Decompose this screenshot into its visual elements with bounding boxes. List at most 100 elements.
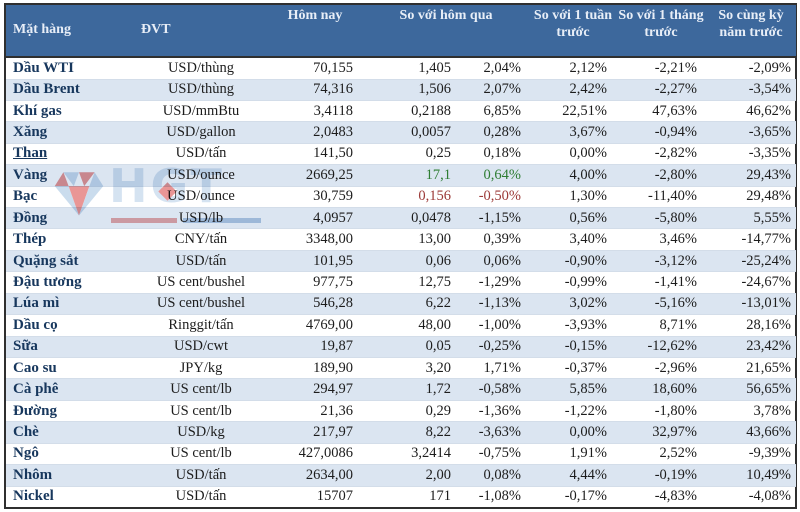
change-week-percent: 3,02%	[530, 292, 617, 315]
price-today: 3348,00	[268, 228, 362, 251]
change-year-percent: -4,08%	[706, 485, 797, 507]
table-row: Cà phê US cent/lb 294,97 1,72 -0,58% 5,8…	[6, 378, 797, 401]
change-month-percent: 18,60%	[616, 378, 707, 401]
commodity-name: Nickel	[6, 485, 134, 507]
change-month-percent: -2,27%	[616, 78, 707, 101]
table-row: Nickel USD/tấn 15707 171 -1,08% -0,17% -…	[6, 485, 797, 507]
change-year-percent: -25,24%	[706, 249, 797, 272]
change-absolute: 17,1	[362, 164, 460, 187]
change-year-percent: -24,67%	[706, 271, 797, 294]
change-percent: 2,07%	[460, 78, 531, 101]
change-absolute: 6,22	[362, 292, 460, 315]
change-month-percent: -0,19%	[616, 464, 707, 487]
commodity-unit: US cent/bushel	[134, 292, 268, 315]
commodity-unit: USD/tấn	[134, 464, 268, 487]
table-row: Lúa mì US cent/bushel 546,28 6,22 -1,13%…	[6, 292, 797, 315]
change-absolute: 0,0057	[362, 121, 460, 144]
commodity-unit: USD/mmBtu	[134, 99, 268, 122]
commodity-unit: USD/tấn	[134, 485, 268, 507]
change-absolute: 8,22	[362, 421, 460, 444]
change-week-percent: -0,99%	[530, 271, 617, 294]
change-percent: -1,13%	[460, 292, 531, 315]
table-row: Cao su JPY/kg 189,90 3,20 1,71% -0,37% -…	[6, 356, 797, 379]
commodity-name: Dầu cọ	[6, 314, 134, 337]
change-year-percent: -14,77%	[706, 228, 797, 251]
change-year-percent: -3,35%	[706, 142, 797, 165]
table-row: Xăng USD/gallon 2,0483 0,0057 0,28% 3,67…	[6, 121, 797, 144]
change-absolute: 0,06	[362, 249, 460, 272]
change-year-percent: 56,65%	[706, 378, 797, 401]
change-percent: -0,25%	[460, 335, 531, 358]
table-body: Dầu WTI USD/thùng 70,155 1,405 2,04% 2,1…	[6, 57, 797, 507]
commodity-unit: USD/lb	[134, 207, 268, 229]
change-month-percent: -2,80%	[616, 164, 707, 187]
commodity-unit: USD/thùng	[134, 78, 268, 101]
change-absolute: 13,00	[362, 228, 460, 251]
change-percent: 0,28%	[460, 121, 531, 144]
change-year-percent: -3,65%	[706, 121, 797, 144]
change-percent: 0,39%	[460, 228, 531, 251]
change-percent: -1,00%	[460, 314, 531, 337]
table-header: Mặt hàng ĐVT Hôm nay So với hôm qua So v…	[6, 5, 797, 58]
change-month-percent: -2,21%	[654, 59, 698, 76]
header-vs-year: So cùng kỳ năm trước	[706, 5, 797, 58]
change-week-percent: 1,30%	[530, 185, 617, 208]
table-row: Đậu tương US cent/bushel 977,75 12,75 -1…	[6, 271, 797, 294]
commodity-name: Cà phê	[6, 378, 134, 401]
change-week-percent: -0,90%	[530, 249, 617, 272]
change-week-percent: 3,67%	[530, 121, 617, 144]
table-row: Đồng USD/lb 4,0957 0,0478 -1,15% 0,56% -…	[6, 207, 797, 229]
commodity-unit: USD/cwt	[134, 335, 268, 358]
commodity-price-table-frame: Mặt hàng ĐVT Hôm nay So với hôm qua So v…	[4, 3, 797, 509]
header-vs-month: So với 1 tháng trước	[616, 5, 707, 58]
commodity-name[interactable]: Than	[6, 142, 134, 165]
change-percent: -1,36%	[460, 399, 531, 422]
change-percent: 0,06%	[460, 249, 531, 272]
change-month-percent: 32,97%	[616, 421, 707, 444]
commodity-unit: USD/ounce	[134, 185, 268, 208]
change-week-percent: 5,85%	[530, 378, 617, 401]
commodity-name: Nhôm	[6, 464, 134, 487]
price-today: 189,90	[268, 356, 362, 379]
header-vs-week: So với 1 tuần trước	[530, 5, 617, 58]
commodity-price-table: Mặt hàng ĐVT Hôm nay So với hôm qua So v…	[6, 5, 797, 507]
change-month-percent: -0,94%	[616, 121, 707, 144]
table-row: Than USD/tấn 141,50 0,25 0,18% 0,00% -2,…	[6, 142, 797, 165]
price-today: 141,50	[268, 142, 362, 165]
header-unit: ĐVT	[134, 5, 268, 58]
commodity-name: Cao su	[6, 356, 134, 379]
change-year-percent: 3,78%	[706, 399, 797, 422]
commodity-unit: US cent/bushel	[134, 271, 268, 294]
commodity-unit: USD/tấn	[134, 249, 268, 272]
change-week-percent: 0,00%	[530, 421, 617, 444]
price-today: 74,316	[268, 78, 362, 101]
price-today: 2,0483	[268, 121, 362, 144]
commodity-name: Dầu WTI	[13, 59, 74, 76]
commodity-name: Đậu tương	[6, 271, 134, 294]
commodity-unit: US cent/lb	[134, 378, 268, 401]
change-year-percent: 23,42%	[706, 335, 797, 358]
price-today: 101,95	[268, 249, 362, 272]
price-today: 3,4118	[268, 99, 362, 122]
change-year-percent: -13,01%	[706, 292, 797, 315]
change-week-percent: -1,22%	[530, 399, 617, 422]
change-year-percent: 46,62%	[706, 99, 797, 122]
price-today: 977,75	[268, 271, 362, 294]
change-percent: 1,71%	[460, 356, 531, 379]
commodity-unit: US cent/lb	[134, 442, 268, 465]
change-week-percent: -0,17%	[530, 485, 617, 507]
commodity-name: Đồng	[6, 207, 134, 229]
price-today: 15707	[268, 485, 362, 507]
change-month-percent: -3,12%	[616, 249, 707, 272]
change-month-percent: -1,41%	[616, 271, 707, 294]
change-absolute: 12,75	[362, 271, 460, 294]
table-row: Bạc USD/ounce 30,759 0,156 -0,50% 1,30% …	[6, 185, 797, 208]
change-absolute: 3,20	[362, 356, 460, 379]
change-month-percent: -11,40%	[616, 185, 707, 208]
change-week-percent: -0,37%	[530, 356, 617, 379]
change-week-percent: 4,00%	[530, 164, 617, 187]
table-row: Quặng sắt USD/tấn 101,95 0,06 0,06% -0,9…	[6, 249, 797, 272]
commodity-unit: US cent/lb	[134, 399, 268, 422]
change-absolute: 1,405	[418, 59, 451, 76]
change-year-percent: 5,55%	[706, 207, 797, 229]
